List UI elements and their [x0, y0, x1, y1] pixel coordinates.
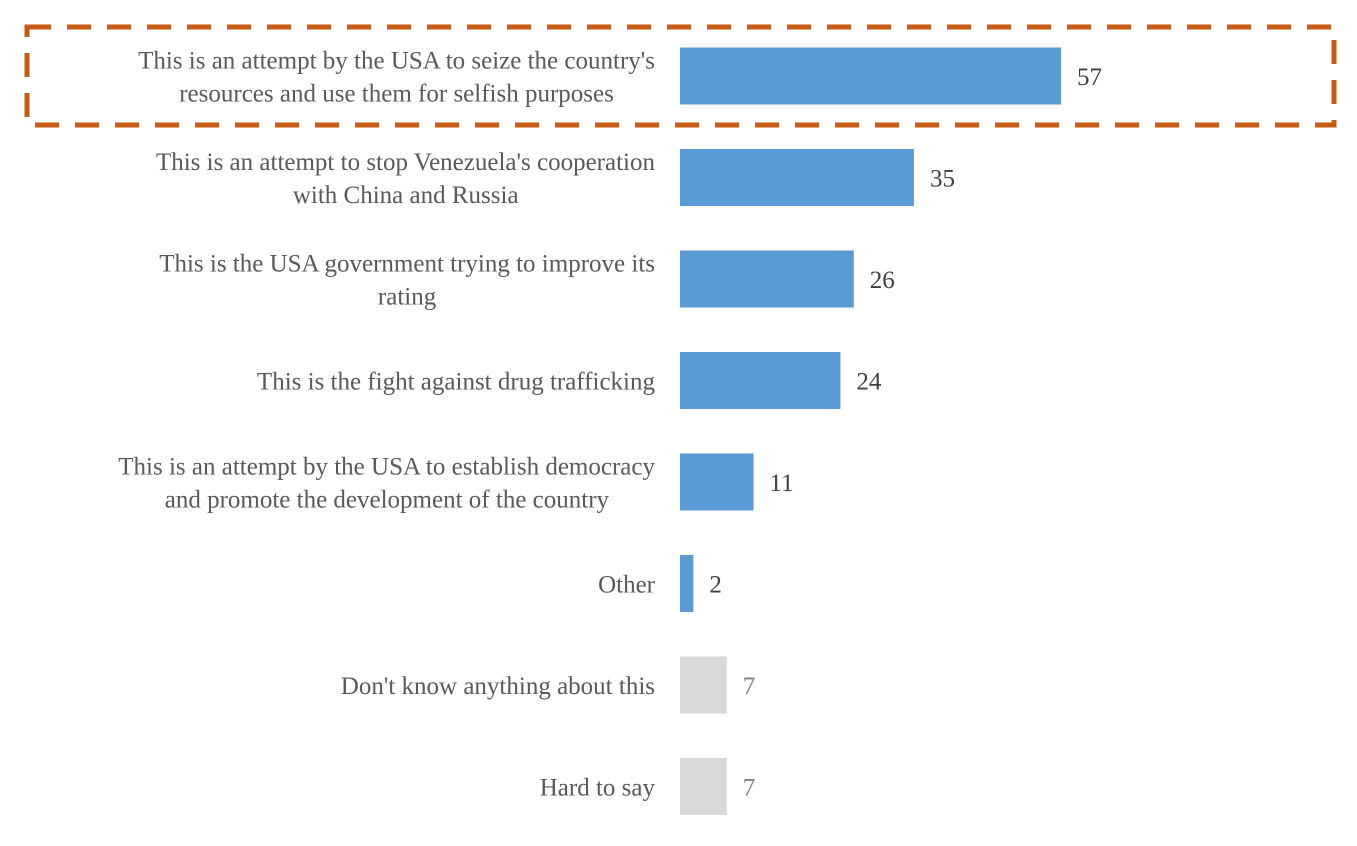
bar [680, 149, 914, 206]
value-label: 7 [743, 775, 756, 802]
value-label: 7 [743, 673, 756, 700]
value-label: 57 [1077, 64, 1102, 91]
category-label: Don't know anything about this [341, 673, 655, 700]
value-label: 26 [870, 267, 895, 294]
value-label: 35 [930, 166, 955, 193]
category-label: with China and Russia [293, 182, 519, 209]
category-label: This is the USA government trying to imp… [159, 251, 655, 278]
category-label: Hard to say [540, 775, 656, 802]
bar [680, 352, 841, 409]
bar [680, 47, 1061, 105]
highlight-box [24, 24, 1337, 128]
category-label: This is the fight against drug trafficki… [257, 369, 656, 396]
bar [680, 453, 754, 511]
category-label: Other [598, 572, 656, 599]
category-label: resources and use them for selfish purpo… [179, 81, 614, 108]
bar [680, 555, 694, 612]
category-label: This is an attempt by the USA to seize t… [138, 48, 655, 75]
value-label: 2 [709, 572, 722, 599]
category-labels-group: This is an attempt by the USA to seize t… [118, 48, 655, 802]
value-labels-group: 57 35 26 24 11 2 7 7 [709, 64, 1102, 802]
category-label: This is an attempt by the USA to establi… [118, 454, 655, 481]
category-label: and promote the development of the count… [165, 487, 610, 514]
bar [680, 656, 727, 714]
value-label: 11 [770, 470, 794, 497]
bar [680, 758, 727, 815]
category-label: This is an attempt to stop Venezuela's c… [156, 149, 656, 176]
category-label: rating [378, 284, 437, 311]
bar [680, 250, 854, 308]
value-label: 24 [856, 369, 882, 396]
bars-group [680, 47, 1061, 815]
